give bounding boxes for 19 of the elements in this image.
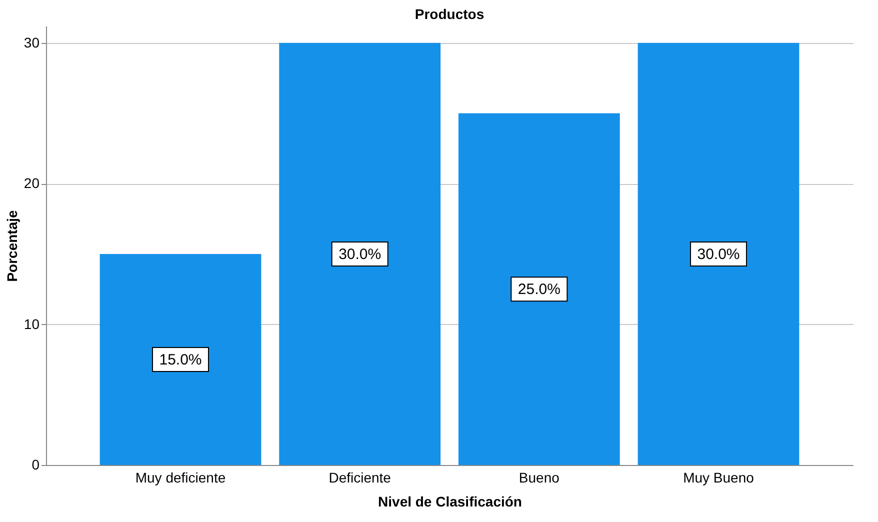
bar [458, 113, 620, 465]
x-tick-label: Muy Bueno [683, 470, 754, 486]
data-label: 30.0% [338, 246, 382, 263]
data-label: 15.0% [159, 351, 202, 368]
y-tick-label: 20 [24, 175, 40, 192]
bar [100, 254, 262, 465]
bar [279, 42, 441, 465]
y-axis-title: Porcentaje [4, 210, 20, 282]
y-tick-label: 10 [24, 316, 40, 332]
x-tick-label: Bueno [518, 470, 560, 486]
x-tick-label: Muy deficiente [135, 470, 226, 486]
bar [638, 42, 800, 465]
chart-title: Productos [414, 6, 484, 22]
x-axis-title: Nivel de Clasificación [378, 494, 522, 510]
data-label: 25.0% [518, 281, 560, 298]
x-tick-label: Deficiente [328, 470, 392, 486]
y-tick-label: 30 [24, 34, 40, 50]
y-tick-label: 0 [32, 456, 40, 472]
data-label: 30.0% [697, 246, 740, 263]
